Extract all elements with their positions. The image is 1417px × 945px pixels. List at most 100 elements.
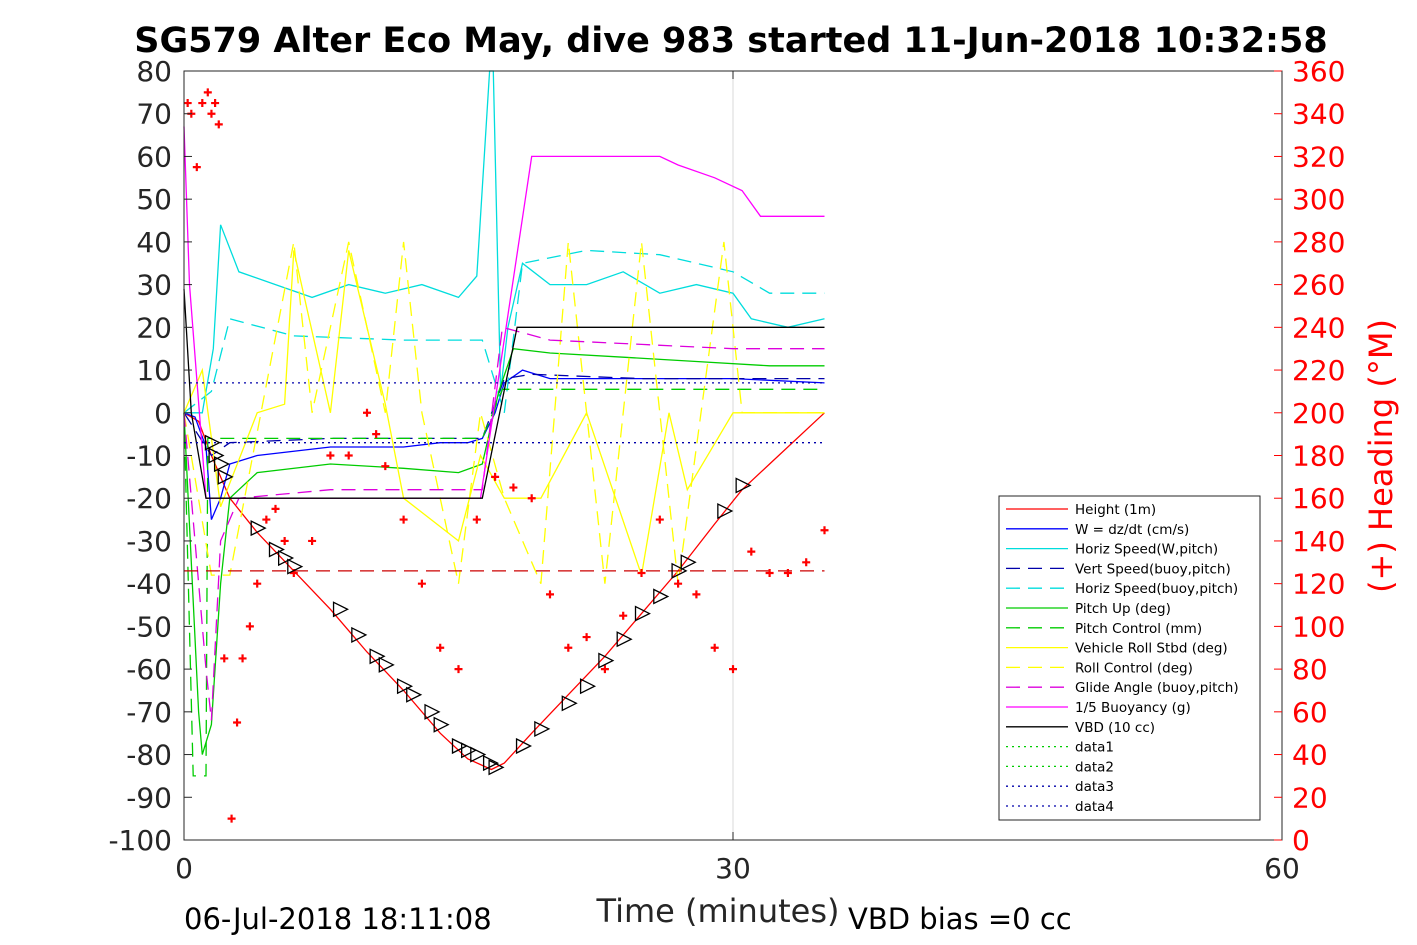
depth-marker (482, 755, 500, 772)
heading-point (710, 643, 719, 652)
depth-marker (653, 588, 670, 605)
legend-label: data4 (1075, 799, 1114, 815)
depth-marker (213, 455, 231, 473)
legend-items: Height (1m) W = dz/dt (cm/s) Horiz Speed(W… (1006, 502, 1239, 815)
heading-point (198, 99, 207, 108)
left-tick-label: -30 (126, 525, 172, 558)
legend-entry-vbd-10-cc: VBD (10 cc) (1006, 720, 1155, 736)
left-tick-label: -20 (126, 482, 172, 515)
depth-marker (287, 558, 304, 575)
heading-point (783, 568, 792, 577)
legend-label: 1/5 Buoyancy (g) (1075, 700, 1191, 716)
heading-point (436, 643, 445, 652)
heading-point (674, 579, 683, 588)
left-tick-label: -100 (108, 824, 172, 857)
legend-label: data1 (1075, 740, 1114, 756)
depth-marker (735, 477, 752, 494)
depth-marker (579, 678, 597, 695)
legend-label: Vert Speed(buoy,pitch) (1075, 561, 1231, 577)
left-tick-label: -10 (126, 440, 172, 473)
right-tick-label: 80 (1292, 653, 1328, 686)
left-tick-label: -60 (126, 653, 172, 686)
heading-point (253, 579, 262, 588)
legend-entry-vert-speed-buoy-pitch: Vert Speed(buoy,pitch) (1006, 561, 1231, 577)
left-tick-label: -50 (126, 610, 172, 643)
depth-marker (470, 746, 487, 763)
depth-marker (598, 652, 615, 669)
depth-marker (616, 631, 633, 648)
legend-label: W = dz/dt (cm/s) (1075, 522, 1189, 538)
heading-point (203, 88, 212, 97)
heading-point (214, 120, 223, 129)
x-tick-label: 0 (175, 852, 193, 885)
depth-marker (634, 605, 651, 622)
depth-marker (250, 520, 267, 537)
heading-point (211, 99, 220, 108)
series-height-1m (183, 412, 825, 771)
depth-marker (332, 601, 350, 618)
legend-entry-data4: data4 (1006, 799, 1114, 815)
left-tick-label: 30 (136, 269, 172, 302)
depth-marker (561, 695, 578, 712)
x-tick-label: 30 (715, 852, 751, 885)
depth-marker (424, 703, 441, 720)
right-tick-label: 100 (1292, 610, 1345, 643)
legend-label: data3 (1075, 779, 1114, 795)
heading-point (183, 99, 192, 108)
heading-point (363, 408, 371, 417)
depth-marker (217, 468, 234, 485)
legend-entry-horiz-speed-buoy-pitch: Horiz Speed(buoy,pitch) (1006, 581, 1238, 597)
depth-marker (351, 626, 368, 643)
legend-entry-data3: data3 (1006, 779, 1114, 795)
chart-title: SG579 Alter Eco May, dive 983 started 11… (134, 21, 1328, 61)
depth-marker (433, 716, 450, 733)
series-roll-control-deg (183, 241, 825, 584)
right-tick-label: 180 (1292, 440, 1345, 473)
series-pitch-control-mm (183, 388, 825, 777)
legend-entry-roll-control-deg: Roll Control (deg) (1006, 660, 1193, 676)
legend-entry-vehicle-roll-stbd-deg: Vehicle Roll Stbd (deg) (1006, 641, 1228, 657)
depth-marker (461, 742, 478, 759)
heading-point (262, 515, 271, 524)
heading-point (192, 163, 201, 172)
right-tick-label: 20 (1292, 781, 1328, 814)
right-axis-label: (+) Heading (°M) (1362, 319, 1400, 593)
legend-label: Height (1m) (1075, 502, 1156, 518)
heading-point (655, 515, 664, 524)
heading-point (381, 462, 390, 471)
series-layer (183, 70, 825, 777)
depth-marker (717, 502, 734, 520)
heading-point (619, 611, 628, 620)
legend-label: Horiz Speed(buoy,pitch) (1075, 581, 1238, 597)
legend-label: Pitch Up (deg) (1075, 601, 1171, 617)
depth-markers (204, 434, 752, 776)
heading-point (344, 451, 353, 460)
heading-point (280, 536, 289, 545)
depth-marker (515, 737, 533, 755)
depth-marker (671, 562, 688, 579)
depth-marker (534, 720, 551, 737)
depth-marker (378, 656, 395, 673)
heading-point (546, 590, 554, 599)
left-tick-label: -70 (126, 696, 172, 729)
legend-entry-data1: data1 (1006, 740, 1114, 756)
heading-points (183, 88, 829, 823)
right-tick-label: 0 (1292, 824, 1310, 857)
legend-entry-pitch-control-mm: Pitch Control (mm) (1006, 621, 1202, 637)
depth-marker (268, 541, 285, 558)
heading-point (372, 430, 381, 439)
legend-label: Roll Control (deg) (1075, 660, 1193, 676)
legend-entry-data2: data2 (1006, 759, 1114, 775)
left-tick-label: 10 (136, 354, 172, 387)
heading-point (271, 504, 280, 513)
heading-point (692, 590, 701, 599)
right-tick-label: 340 (1292, 98, 1345, 131)
heading-point (220, 654, 229, 663)
heading-point (637, 568, 646, 577)
legend-entry-height-1m: Height (1m) (1006, 502, 1156, 518)
left-tick-label: 70 (136, 98, 172, 131)
left-tick-label: 0 (154, 397, 172, 430)
heading-point (509, 483, 518, 492)
legend-label: VBD (10 cc) (1075, 720, 1155, 736)
